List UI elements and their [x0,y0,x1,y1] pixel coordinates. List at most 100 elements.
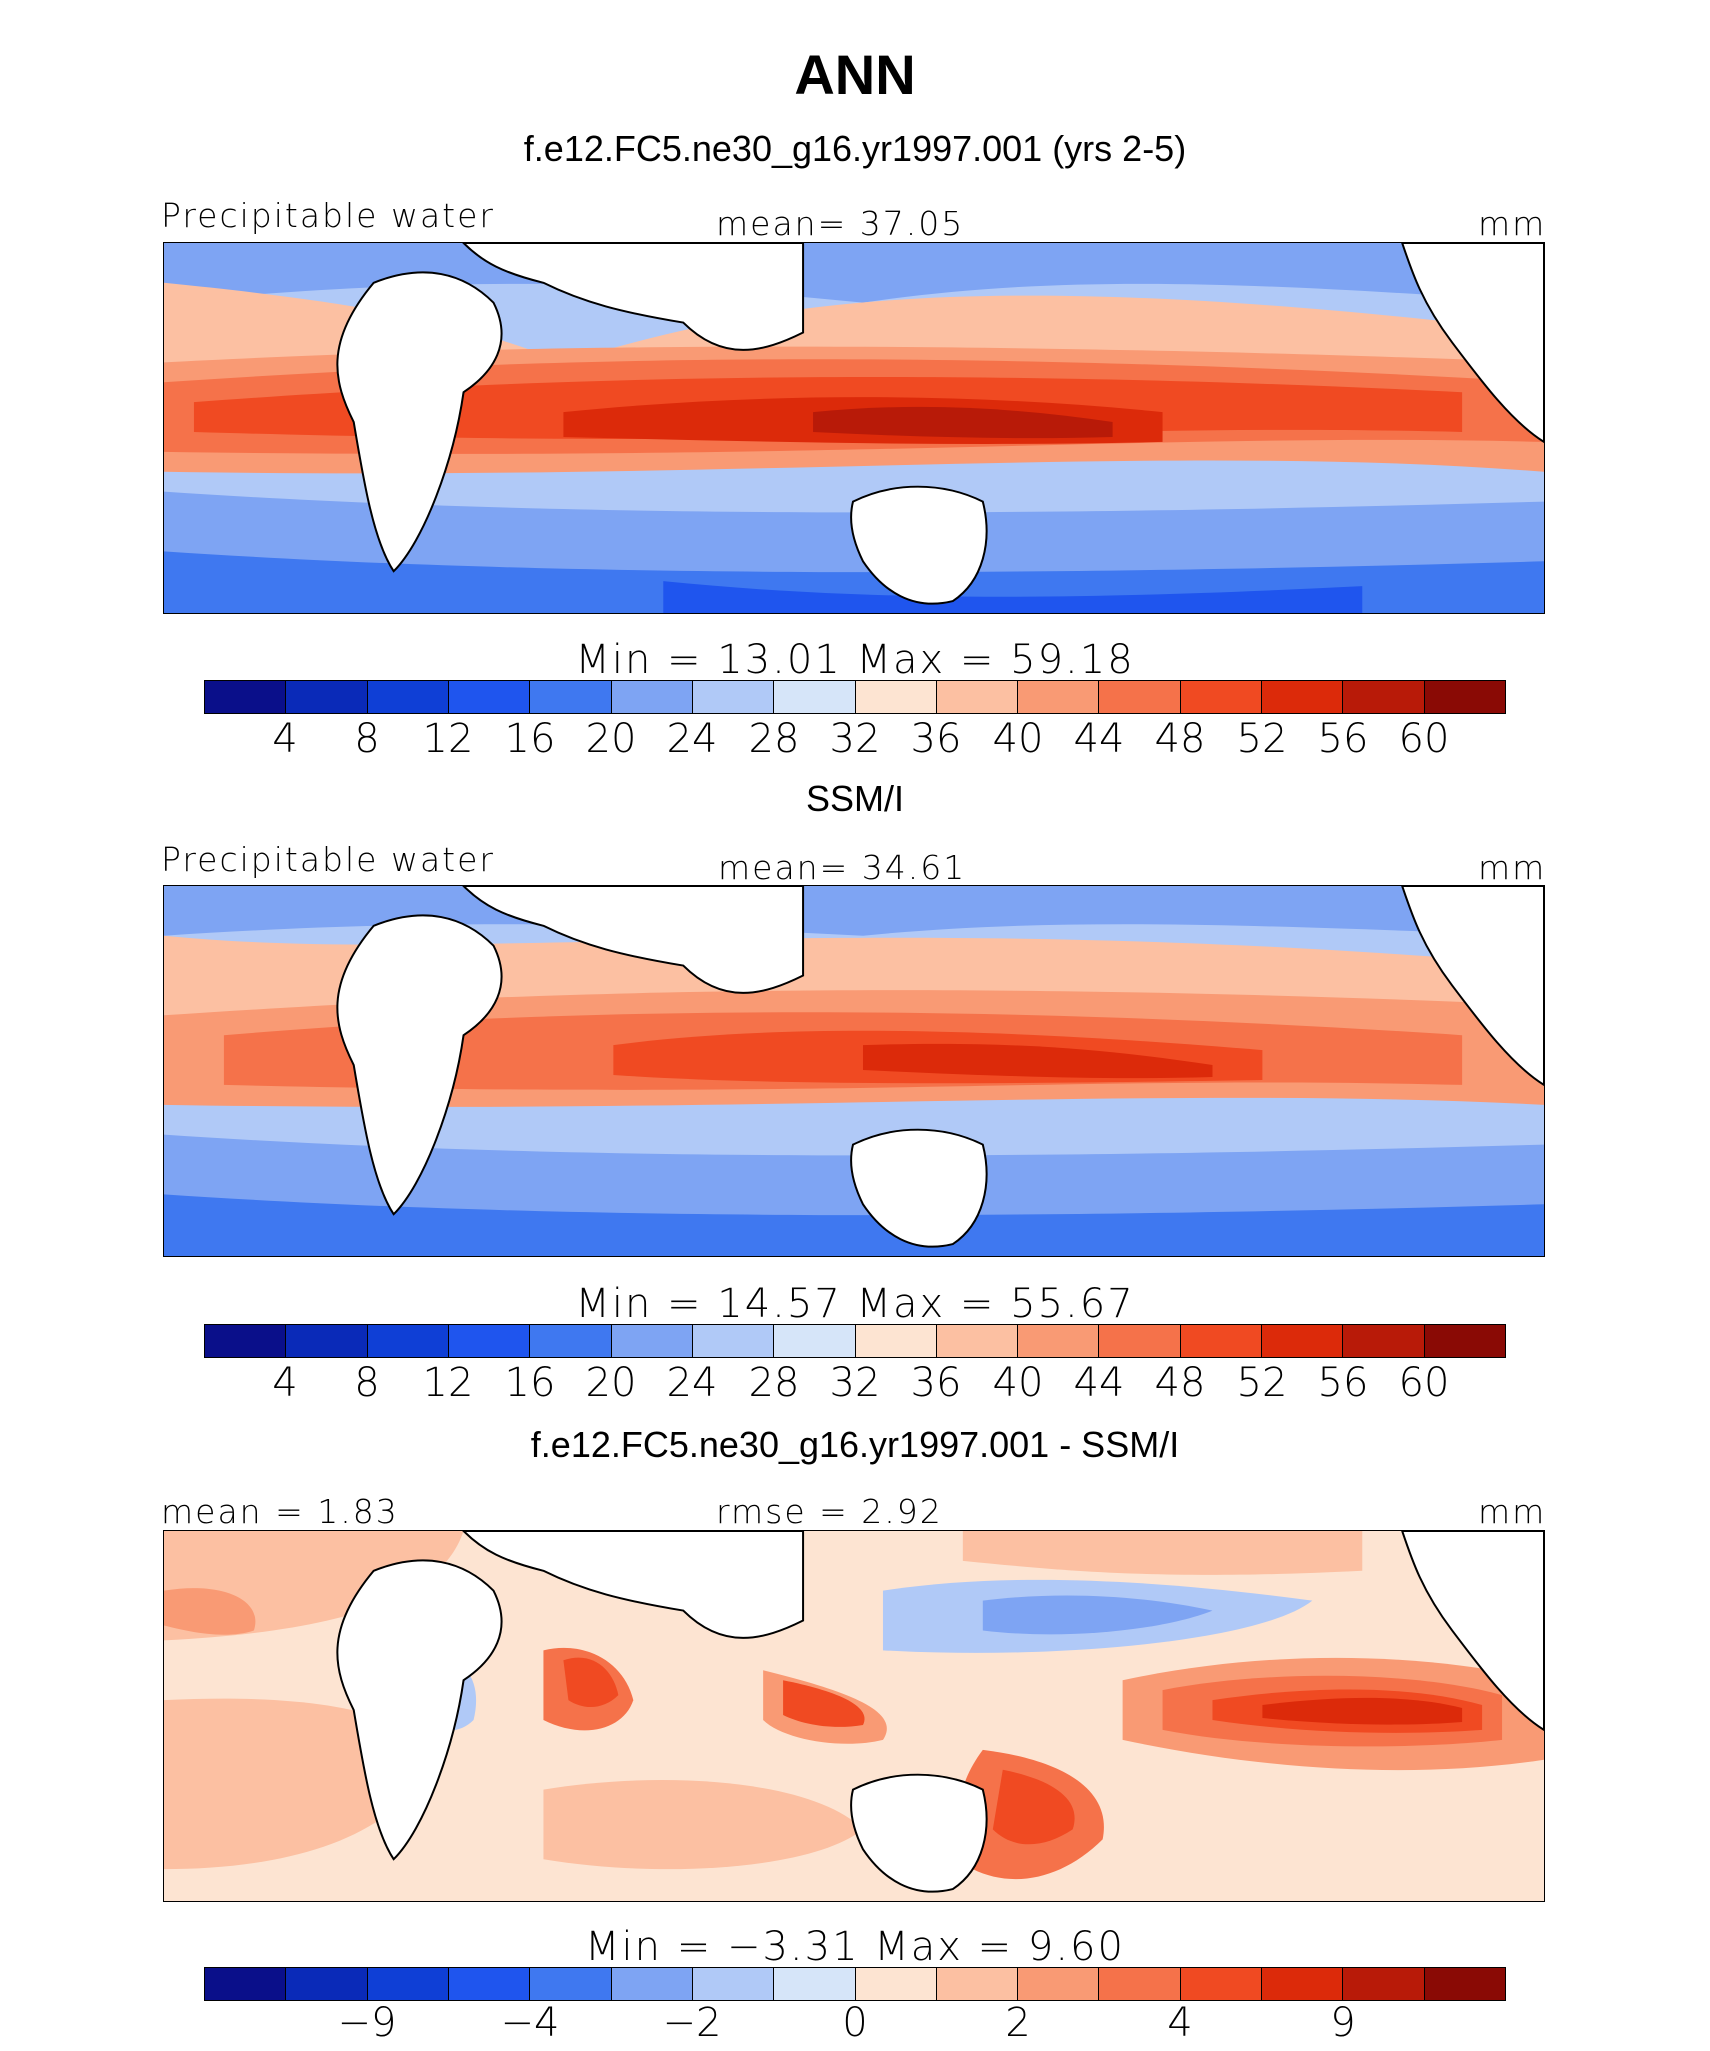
panel-3-colorbar [204,1967,1506,2001]
panel-1-units-label: mm [1478,204,1547,243]
colorbar-swatch [530,681,612,713]
colorbar-swatch [611,1968,693,2000]
colorbar-tick: 52 [1236,716,1288,762]
colorbar-tick: 12 [422,716,474,762]
colorbar-swatch [367,681,449,713]
colorbar-tick: 16 [504,716,556,762]
colorbar-tick: 12 [422,1360,474,1406]
colorbar-swatch [774,681,856,713]
colorbar-swatch [936,1968,1019,2000]
panel-3-rmse-label: rmse = 2.92 [716,1492,943,1531]
panel-1-stats: Min = 13.01 Max = 59.18 [575,637,1135,683]
colorbar-tick: 28 [748,1360,800,1406]
colorbar-swatch [286,1968,368,2000]
colorbar-swatch [1180,681,1263,713]
colorbar-tick: 2 [1005,2000,1031,2046]
colorbar-swatch [1018,1968,1100,2000]
colorbar-swatch [1018,681,1100,713]
colorbar-swatch [205,1968,287,2000]
colorbar-tick: 44 [1073,1360,1125,1406]
colorbar-tick: 24 [666,716,718,762]
colorbar-tick: 4 [272,1360,298,1406]
panel-3-map [163,1530,1545,1902]
colorbar-tick: 8 [354,716,380,762]
colorbar-swatch [1018,1325,1100,1357]
colorbar-tick: 36 [910,1360,962,1406]
panel-2-variable-label: Precipitable water [161,840,495,879]
colorbar-swatch [692,1968,775,2000]
colorbar-tick: 20 [585,716,637,762]
colorbar-tick: 24 [666,1360,718,1406]
colorbar-tick: 0 [842,2000,868,2046]
colorbar-tick: 9 [1330,2000,1356,2046]
panel-1-contour-field [164,243,1544,613]
colorbar-swatch [692,1325,775,1357]
colorbar-swatch [205,1325,287,1357]
panel-1-title: f.e12.FC5.ne30_g16.yr1997.001 (yrs 2-5) [523,128,1187,169]
colorbar-swatch [530,1968,612,2000]
colorbar-tick: 48 [1154,716,1206,762]
panel-2-colorbar-ticks: 4 8 12 16 20 24 28 32 36 40 44 48 52 56 … [0,1360,1710,1410]
colorbar-tick: 32 [829,1360,881,1406]
colorbar-swatch [1343,1325,1425,1357]
colorbar-swatch [1343,681,1425,713]
colorbar-swatch [448,1968,531,2000]
colorbar-tick: 20 [585,1360,637,1406]
colorbar-swatch [1343,1968,1425,2000]
colorbar-swatch [1424,1968,1505,2000]
panel-1-colorbar-ticks: 4 8 12 16 20 24 28 32 36 40 44 48 52 56 … [0,716,1710,766]
panel-3-mean-label: mean = 1.83 [161,1492,399,1531]
colorbar-swatch [936,681,1019,713]
colorbar-tick: 4 [272,716,298,762]
colorbar-swatch [1262,1968,1344,2000]
colorbar-tick: 56 [1317,1360,1369,1406]
colorbar-swatch [611,681,693,713]
colorbar-swatch [286,1325,368,1357]
panel-3-units-label: mm [1478,1492,1547,1531]
colorbar-swatch [1424,681,1505,713]
colorbar-swatch [1180,1968,1263,2000]
colorbar-swatch [774,1968,856,2000]
colorbar-tick: 32 [829,716,881,762]
panel-3-title: f.e12.FC5.ne30_g16.yr1997.001 - SSM/I [530,1424,1180,1465]
colorbar-swatch [855,681,937,713]
colorbar-swatch [692,681,775,713]
colorbar-swatch [286,681,368,713]
colorbar-tick: 16 [504,1360,556,1406]
panel-2-contour-field [164,886,1544,1256]
panel-2-units-label: mm [1478,848,1547,887]
colorbar-swatch [448,1325,531,1357]
colorbar-swatch [1099,1968,1181,2000]
panel-3-contour-field [164,1531,1544,1901]
panel-2-stats: Min = 14.57 Max = 55.67 [575,1281,1135,1327]
colorbar-tick: 60 [1398,716,1450,762]
colorbar-tick: −2 [662,2000,722,2046]
panel-2-map [163,885,1545,1257]
colorbar-tick: 4 [1167,2000,1193,2046]
panel-2-title: SSM/I [805,778,904,819]
colorbar-tick: 60 [1398,1360,1450,1406]
colorbar-swatch [205,681,287,713]
colorbar-swatch [367,1325,449,1357]
colorbar-swatch [1424,1325,1505,1357]
colorbar-swatch [530,1325,612,1357]
colorbar-swatch [1099,681,1181,713]
colorbar-swatch [855,1325,937,1357]
panel-1-map [163,242,1545,614]
colorbar-swatch [448,681,531,713]
colorbar-tick: 36 [910,716,962,762]
colorbar-tick: −4 [500,2000,560,2046]
colorbar-swatch [1262,681,1344,713]
colorbar-swatch [774,1325,856,1357]
panel-2-mean-label: mean= 34.61 [718,848,967,887]
colorbar-swatch [855,1968,937,2000]
panel-3-stats: Min = −3.31 Max = 9.60 [585,1924,1125,1970]
panel-1-mean-label: mean= 37.05 [716,204,965,243]
colorbar-tick: 52 [1236,1360,1288,1406]
colorbar-swatch [611,1325,693,1357]
colorbar-tick: 40 [992,716,1044,762]
colorbar-tick: 56 [1317,716,1369,762]
colorbar-tick: 40 [992,1360,1044,1406]
colorbar-swatch [936,1325,1019,1357]
colorbar-swatch [1180,1325,1263,1357]
